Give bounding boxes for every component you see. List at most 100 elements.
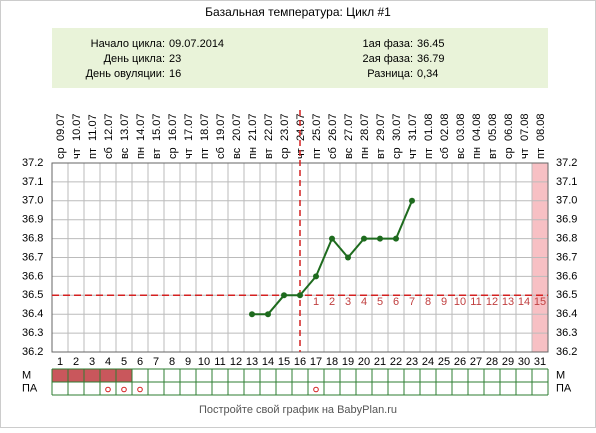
x-tick-label: 8 <box>169 356 175 368</box>
menstruation-cell <box>68 369 84 382</box>
x-tick-label: 5 <box>121 356 127 368</box>
y-tick-label-right: 37.1 <box>556 176 577 188</box>
x-tick-label: 13 <box>246 356 258 368</box>
date-label: 24.07 <box>295 113 307 141</box>
date-label: 27.07 <box>343 113 355 141</box>
y-tick-label: 37.0 <box>22 195 43 207</box>
y-tick-label-right: 37.2 <box>556 157 577 169</box>
weekday-label: вс <box>343 147 355 159</box>
weekday-label: чт <box>519 148 531 159</box>
weekday-label: чт <box>71 148 83 159</box>
date-label: 21.07 <box>247 113 259 141</box>
y-tick-label-right: 36.2 <box>556 346 577 358</box>
x-tick-label: 1 <box>57 356 63 368</box>
date-label: 16.07 <box>167 113 179 141</box>
y-tick-label-right: 36.7 <box>556 251 577 263</box>
luteal-day-label: 5 <box>377 296 383 308</box>
luteal-day-label: 11 <box>470 296 481 308</box>
weekday-label: вт <box>487 148 499 159</box>
x-tick-label: 29 <box>502 356 514 368</box>
date-label: 31.07 <box>407 113 419 141</box>
y-tick-label-right: 36.8 <box>556 233 577 245</box>
weekday-label: сб <box>439 147 451 159</box>
weekday-label: сб <box>215 147 227 159</box>
y-tick-label: 37.1 <box>22 176 43 188</box>
date-label: 29.07 <box>375 113 387 141</box>
pa-mark <box>137 386 143 393</box>
info-value: 36.45 <box>417 38 445 50</box>
date-label: 04.08 <box>471 113 483 141</box>
weekday-label: вт <box>263 148 275 159</box>
info-value: 16 <box>169 68 181 80</box>
weekday-label: ср <box>55 147 67 159</box>
info-value: 09.07.2014 <box>169 38 224 50</box>
x-tick-label: 16 <box>294 356 306 368</box>
pa-mark <box>105 386 111 393</box>
temperature-point <box>249 311 255 318</box>
weekday-label: чт <box>295 148 307 159</box>
weekday-label: чт <box>407 148 419 159</box>
temperature-point <box>377 235 383 242</box>
luteal-day-label: 8 <box>425 296 431 308</box>
x-tick-label: 18 <box>326 356 338 368</box>
x-tick-label: 9 <box>185 356 191 368</box>
temperature-point <box>361 235 367 242</box>
x-tick-label: 11 <box>214 356 225 368</box>
date-label: 18.07 <box>199 113 211 141</box>
info-label: Начало цикла: <box>91 38 165 50</box>
info-label: 2ая фаза: <box>362 53 413 65</box>
x-tick-label: 6 <box>137 356 143 368</box>
temperature-point <box>409 197 415 204</box>
date-label: 05.08 <box>487 113 499 141</box>
y-tick-label-right: 36.4 <box>556 308 577 320</box>
menstruation-cell <box>84 369 100 382</box>
weekday-label: пн <box>471 147 483 159</box>
info-label: Разница: <box>367 68 413 80</box>
x-tick-label: 3 <box>89 356 95 368</box>
weekday-label: пт <box>199 148 211 159</box>
weekday-label: сб <box>327 147 339 159</box>
temperature-point <box>345 254 351 261</box>
luteal-day-label: 1 <box>313 296 319 308</box>
date-label: 23.07 <box>279 113 291 141</box>
info-label: День овуляции: <box>86 68 165 80</box>
info-value: 23 <box>169 53 181 65</box>
luteal-day-label: 4 <box>361 296 367 308</box>
x-tick-label: 27 <box>470 356 482 368</box>
x-tick-label: 17 <box>310 356 322 368</box>
weekday-label: пт <box>535 148 547 159</box>
date-label: 10.07 <box>71 113 83 141</box>
luteal-day-label: 14 <box>518 296 530 308</box>
x-tick-label: 28 <box>486 356 498 368</box>
weekday-label: пт <box>311 148 323 159</box>
x-tick-label: 22 <box>390 356 402 368</box>
date-label: 20.07 <box>231 113 243 141</box>
info-label: День цикла: <box>104 53 165 65</box>
chart-title: Базальная температура: Цикл #1 <box>205 5 391 19</box>
y-tick-label: 36.2 <box>22 346 43 358</box>
y-tick-label: 36.4 <box>22 308 43 320</box>
luteal-day-label: 3 <box>345 296 351 308</box>
luteal-day-label: 13 <box>502 296 514 308</box>
luteal-day-label: 2 <box>329 296 335 308</box>
date-label: 13.07 <box>119 113 131 141</box>
luteal-day-label: 15 <box>534 296 546 308</box>
y-tick-label-right: 37.0 <box>556 195 577 207</box>
weekday-label: ср <box>503 147 515 159</box>
temperature-point <box>329 235 335 242</box>
y-tick-label: 36.5 <box>22 289 43 301</box>
x-tick-label: 31 <box>534 356 546 368</box>
weekday-label: пт <box>87 148 99 159</box>
pa-mark <box>121 386 127 393</box>
temperature-point <box>297 292 303 299</box>
weekday-label: вт <box>375 148 387 159</box>
date-label: 01.08 <box>423 113 435 141</box>
date-label: 11.07 <box>87 114 99 141</box>
weekday-label: вт <box>151 148 163 159</box>
y-tick-label: 36.7 <box>22 251 43 263</box>
x-tick-label: 12 <box>230 356 242 368</box>
pa-mark <box>313 386 319 393</box>
date-label: 15.07 <box>151 113 163 141</box>
menstruation-cell <box>100 369 116 382</box>
